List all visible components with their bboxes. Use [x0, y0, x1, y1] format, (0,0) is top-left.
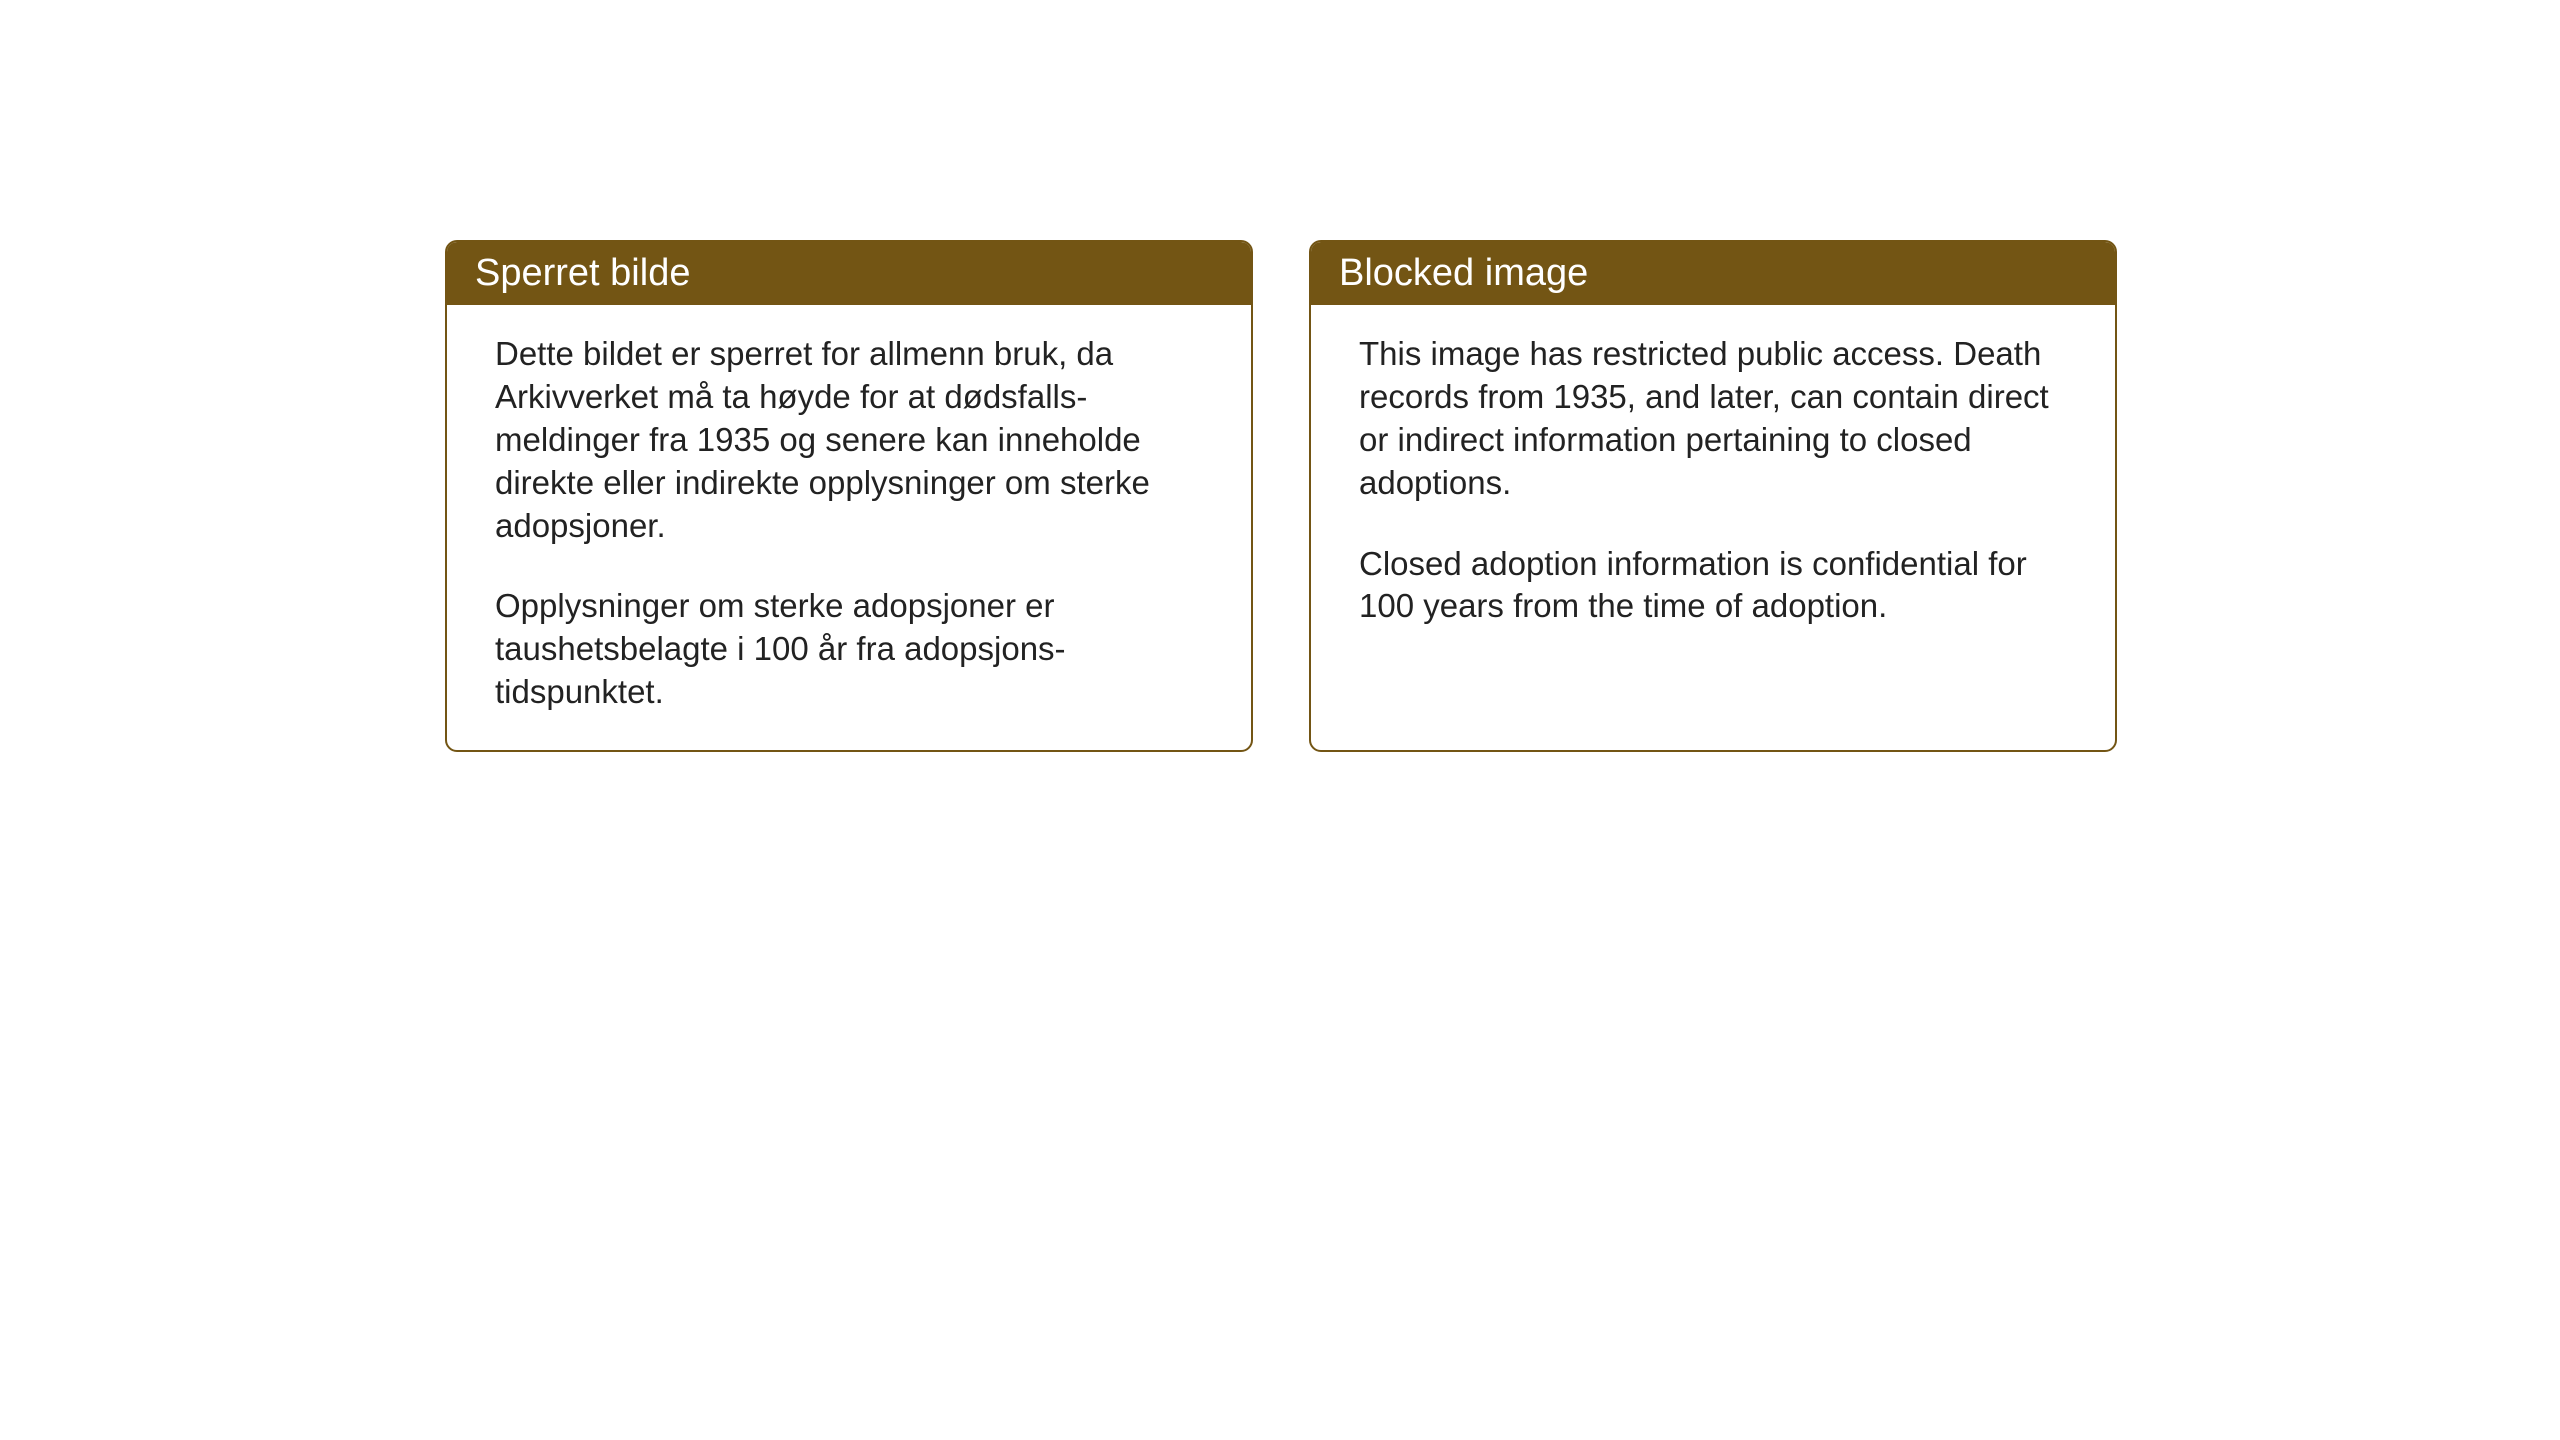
- english-paragraph-2: Closed adoption information is confident…: [1359, 543, 2067, 629]
- english-card-title: Blocked image: [1311, 242, 2115, 305]
- english-card-body: This image has restricted public access.…: [1311, 305, 2115, 664]
- norwegian-card: Sperret bilde Dette bildet er sperret fo…: [445, 240, 1253, 752]
- norwegian-card-title: Sperret bilde: [447, 242, 1251, 305]
- norwegian-paragraph-1: Dette bildet er sperret for allmenn bruk…: [495, 333, 1203, 547]
- norwegian-paragraph-2: Opplysninger om sterke adopsjoner er tau…: [495, 585, 1203, 714]
- cards-container: Sperret bilde Dette bildet er sperret fo…: [445, 240, 2117, 752]
- english-paragraph-1: This image has restricted public access.…: [1359, 333, 2067, 505]
- english-card: Blocked image This image has restricted …: [1309, 240, 2117, 752]
- norwegian-card-body: Dette bildet er sperret for allmenn bruk…: [447, 305, 1251, 750]
